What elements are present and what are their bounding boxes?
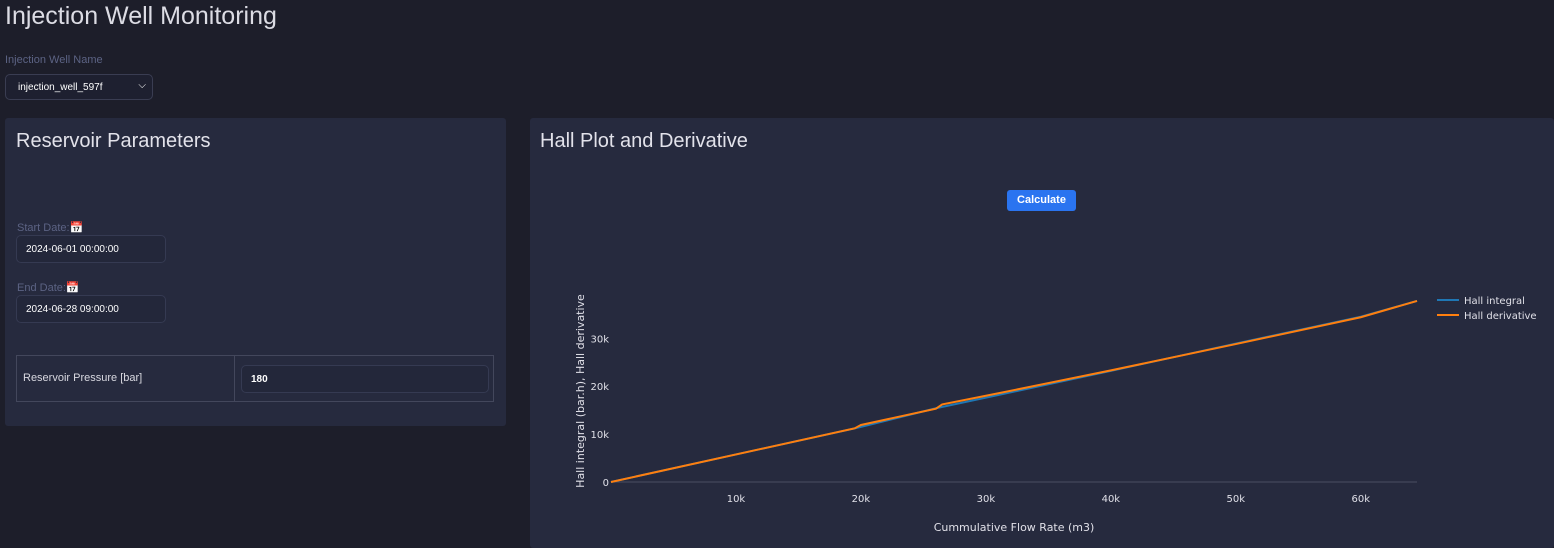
y-tick-label: 30k: [590, 334, 609, 345]
plot-card: Hall Plot and Derivative: [530, 118, 1554, 548]
y-tick-label: 20k: [590, 382, 609, 393]
pressure-table: Reservoir Pressure [bar] 180: [16, 355, 494, 402]
start-date-input[interactable]: 2024-06-01 00:00:00: [16, 235, 166, 263]
well-select-value: injection_well_597f: [18, 82, 103, 93]
x-tick-label: 10k: [727, 494, 746, 505]
x-tick-label: 40k: [1102, 494, 1121, 505]
legend-label: Hall integral: [1464, 296, 1525, 307]
x-tick-label: 60k: [1352, 494, 1371, 505]
start-date-label-text: Start Date:: [17, 222, 70, 234]
y-tick-label: 10k: [590, 430, 609, 441]
calendar-icon: 📅: [65, 282, 80, 294]
y-axis-title: Hall integral (bar.h), Hall derivative: [574, 294, 587, 488]
pressure-label: Reservoir Pressure [bar]: [17, 356, 235, 401]
x-axis-title: Cummulative Flow Rate (m3): [934, 521, 1095, 534]
plot-title: Hall Plot and Derivative: [540, 130, 748, 152]
calculate-button[interactable]: Calculate: [1007, 190, 1076, 211]
calendar-icon: 📅: [69, 222, 84, 234]
well-select[interactable]: injection_well_597f ⌵: [5, 74, 153, 100]
end-date-label: End Date:📅: [17, 281, 80, 294]
series-line-1: [610, 299, 1418, 483]
reservoir-title: Reservoir Parameters: [16, 130, 211, 152]
chevron-down-icon: ⌵: [138, 80, 146, 91]
y-tick-label: 0: [603, 478, 609, 489]
page-title: Injection Well Monitoring: [5, 2, 277, 30]
well-name-label: Injection Well Name: [5, 54, 103, 66]
x-tick-label: 30k: [977, 494, 996, 505]
legend-label: Hall derivative: [1464, 311, 1537, 322]
pressure-input[interactable]: 180: [241, 365, 489, 393]
end-date-input[interactable]: 2024-06-28 09:00:00: [16, 295, 166, 323]
end-date-label-text: End Date:: [17, 282, 66, 294]
x-tick-label: 20k: [852, 494, 871, 505]
start-date-label: Start Date:📅: [17, 221, 83, 234]
x-tick-label: 50k: [1227, 494, 1246, 505]
